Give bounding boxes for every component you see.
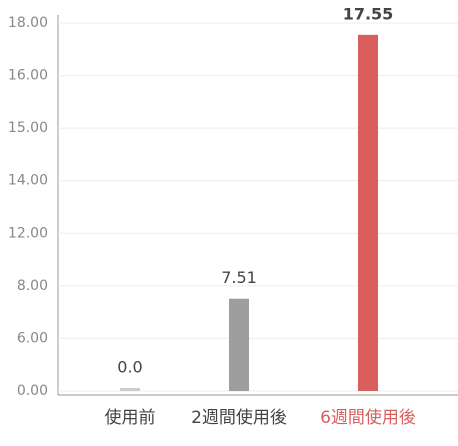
y-tick-label: 12.00	[8, 225, 48, 241]
bar	[120, 388, 140, 391]
y-tick-label: 14.00	[8, 173, 48, 189]
x-tick-label: 6週間使用後	[320, 407, 416, 428]
value-label: 17.55	[343, 4, 394, 23]
y-tick-label: 16.00	[8, 68, 48, 84]
bar	[358, 34, 378, 391]
y-tick-label: 6.00	[17, 330, 48, 346]
y-tick-label: 15.00	[8, 120, 48, 136]
bar	[229, 298, 249, 391]
y-tick-label: 0.00	[17, 383, 48, 399]
x-tick-label: 2週間使用後	[191, 407, 287, 428]
value-label: 0.0	[117, 358, 142, 377]
y-tick-label: 8.00	[17, 278, 48, 294]
x-tick-label: 使用前	[105, 407, 156, 428]
y-tick-label: 18.00	[8, 15, 48, 31]
value-label: 7.51	[221, 268, 257, 287]
